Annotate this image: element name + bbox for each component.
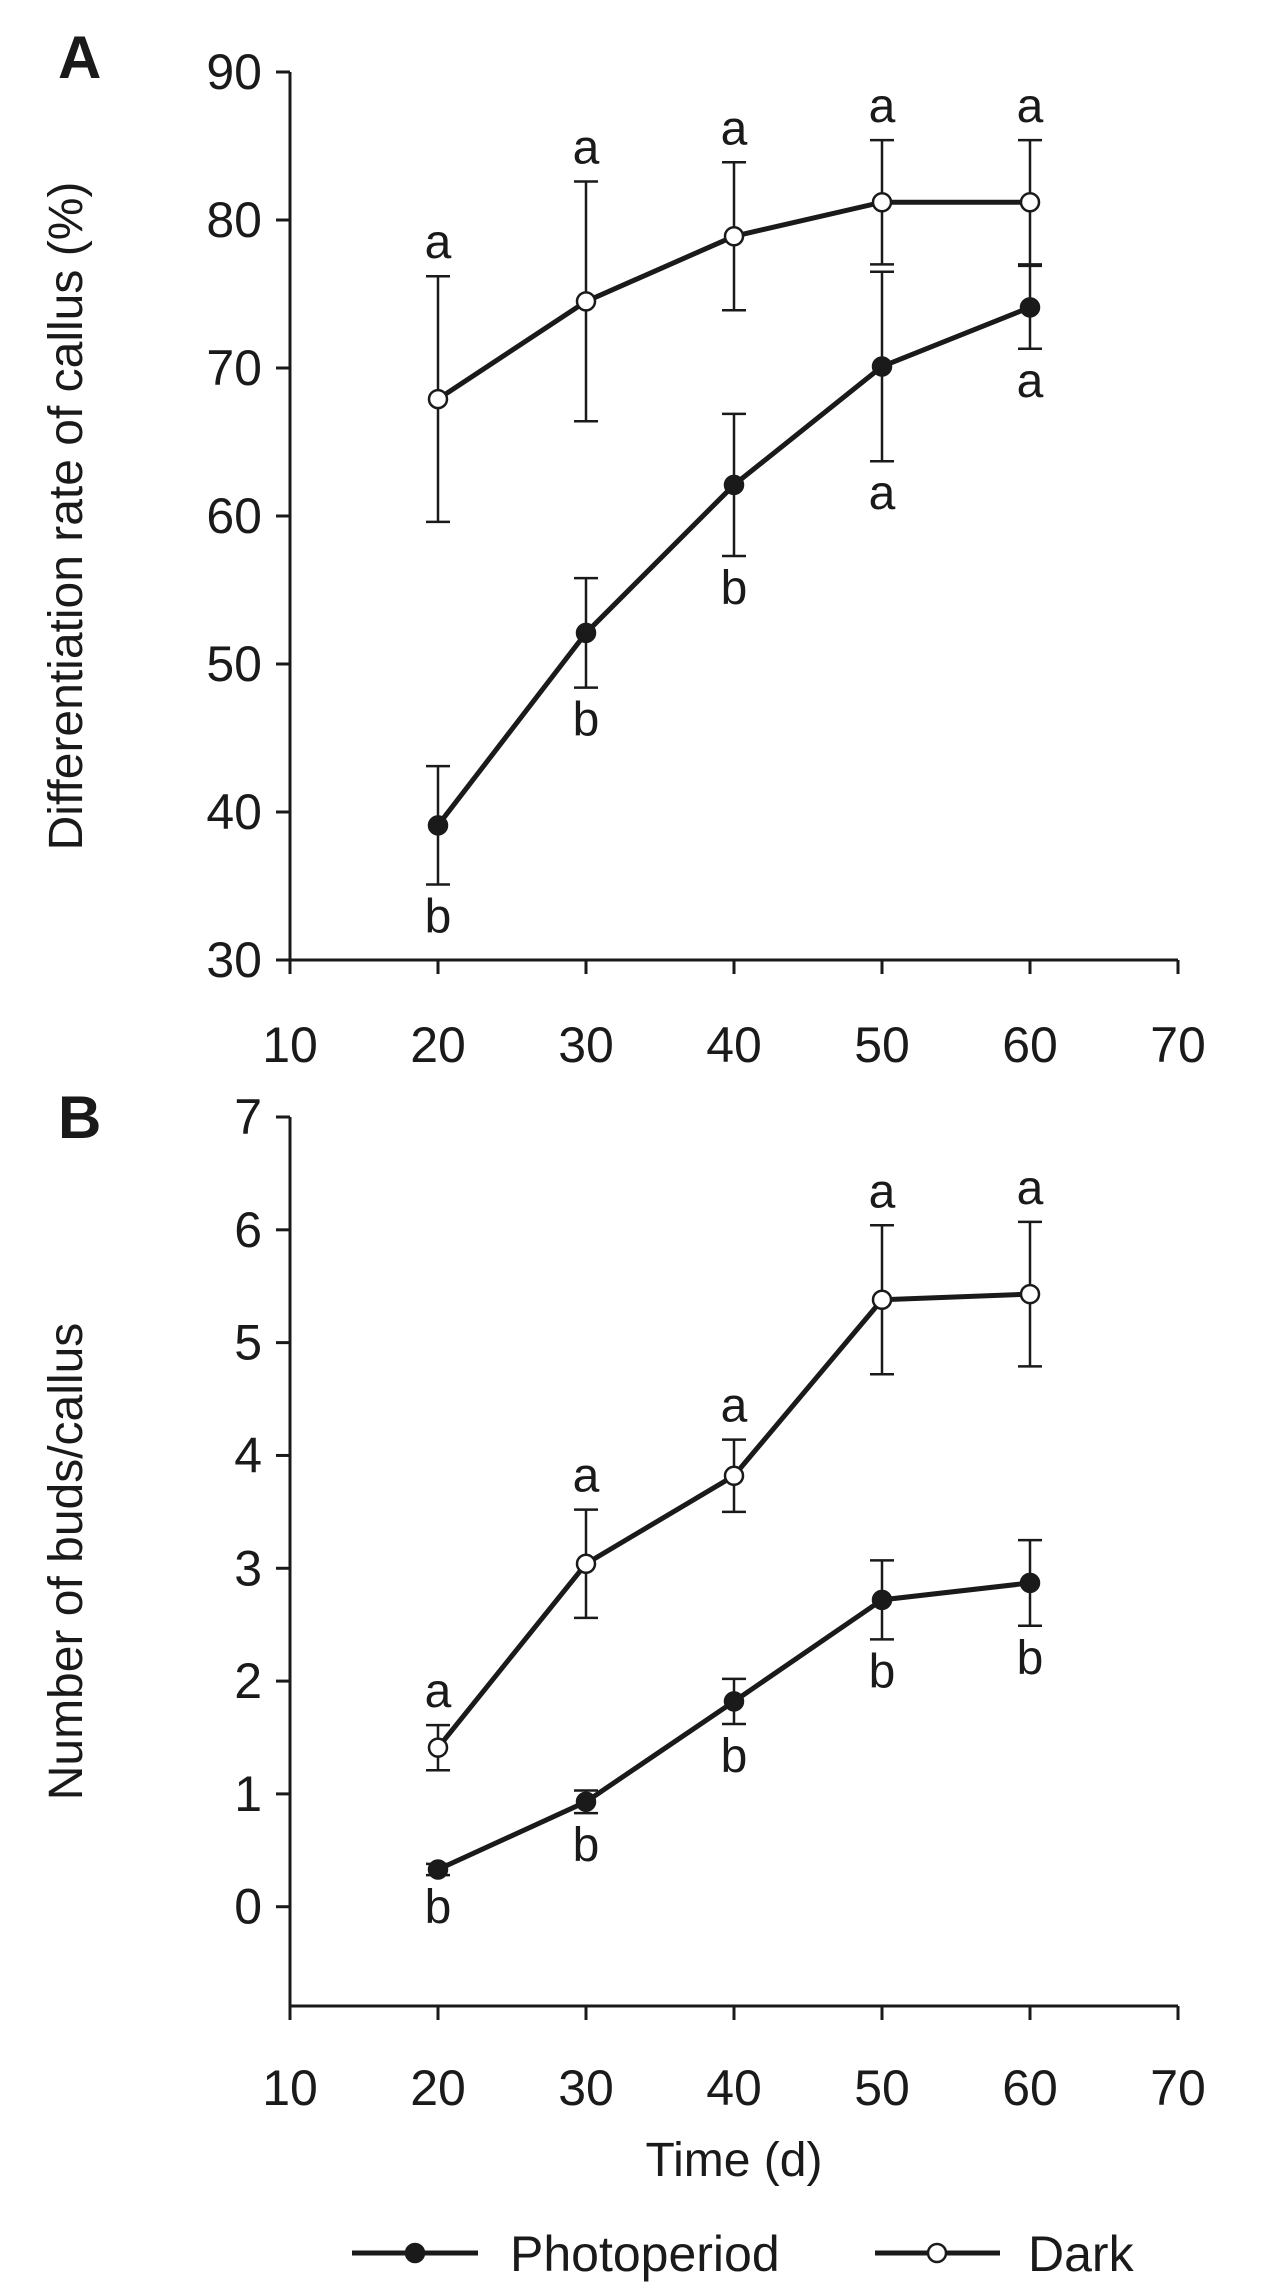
significance-letter-dark: a — [1017, 80, 1044, 133]
significance-letter-photoperiod: b — [425, 891, 452, 944]
x-tick-label: 20 — [410, 1017, 466, 1073]
data-point-photoperiod — [1019, 297, 1041, 318]
significance-letter-dark: a — [425, 216, 452, 269]
significance-letter-photoperiod: b — [869, 1645, 896, 1698]
data-point-photoperiod — [871, 356, 893, 377]
data-point-dark — [1019, 1283, 1041, 1305]
x-tick-label: 60 — [1002, 2060, 1058, 2116]
x-tick-label: 20 — [410, 2060, 466, 2116]
significance-letter-dark: a — [721, 1380, 748, 1433]
significance-letter-dark: a — [721, 102, 748, 155]
y-tick-label: 1 — [234, 1766, 262, 1822]
x-tick-label: 70 — [1150, 2060, 1206, 2116]
x-tick-label: 70 — [1150, 1017, 1206, 1073]
data-point-dark — [723, 226, 745, 247]
data-point-photoperiod — [723, 1691, 745, 1712]
y-tick-label: 70 — [206, 340, 262, 396]
legend: Photoperiod Dark — [352, 2226, 1135, 2282]
significance-letter-photoperiod: a — [1017, 355, 1044, 408]
significance-letter-dark: a — [1017, 1162, 1044, 1215]
y-tick-label: 0 — [234, 1879, 262, 1935]
data-point-photoperiod — [427, 1859, 449, 1880]
y-tick-label: 4 — [234, 1427, 262, 1483]
x-tick-label: 10 — [262, 1017, 318, 1073]
y-tick-label: 60 — [206, 488, 262, 544]
y-tick-label: 50 — [206, 636, 262, 692]
x-tick-label: 40 — [706, 1017, 762, 1073]
data-point-dark — [427, 1737, 449, 1758]
data-point-photoperiod — [1019, 1572, 1041, 1594]
y-tick-label: 6 — [234, 1202, 262, 1258]
x-tick-label: 50 — [854, 1017, 910, 1073]
y-tick-label: 40 — [206, 784, 262, 840]
significance-letter-photoperiod: b — [721, 562, 748, 615]
x-axis-title: Time (d) — [646, 2134, 823, 2187]
y-tick-label: 7 — [234, 1089, 262, 1145]
legend-marker-dark — [926, 2242, 948, 2264]
data-point-dark — [575, 291, 597, 312]
y-axis-title: Number of buds/callus — [40, 1323, 93, 1801]
x-tick-label: 30 — [558, 1017, 614, 1073]
data-point-photoperiod — [575, 622, 597, 644]
data-point-dark — [575, 1553, 597, 1575]
data-point-dark — [723, 1465, 745, 1487]
data-point-dark — [871, 1289, 893, 1311]
significance-letter-dark: a — [869, 80, 896, 133]
significance-letter-dark: a — [573, 122, 600, 175]
panel-a: A 30 40 50 60 70 80 90 10 20 30 40 50 60 70 Differentia… — [40, 24, 1206, 1073]
significance-letter-photoperiod: b — [573, 694, 600, 747]
data-point-dark — [871, 191, 893, 213]
significance-letter-dark: a — [869, 1165, 896, 1218]
x-tick-label: 60 — [1002, 1017, 1058, 1073]
y-tick-label: 5 — [234, 1315, 262, 1371]
legend-marker-photoperiod — [404, 2242, 426, 2264]
significance-letter-photoperiod: b — [1017, 1632, 1044, 1685]
y-tick-label: 3 — [234, 1540, 262, 1596]
panel-b: B 0 1 2 3 4 5 6 7 10 20 30 40 50 60 70 Number of buds/ca… — [40, 1084, 1206, 2187]
x-tick-label: 10 — [262, 2060, 318, 2116]
significance-letter-photoperiod: b — [425, 1881, 452, 1934]
significance-letter-photoperiod: b — [573, 1819, 600, 1872]
significance-letter-photoperiod: b — [721, 1730, 748, 1783]
x-tick-label: 50 — [854, 2060, 910, 2116]
y-tick-label: 2 — [234, 1653, 262, 1709]
panel-letter: B — [58, 1084, 101, 1151]
significance-letter-dark: a — [425, 1665, 452, 1718]
x-tick-label: 30 — [558, 2060, 614, 2116]
data-point-photoperiod — [427, 815, 449, 836]
data-point-photoperiod — [723, 474, 745, 496]
data-point-photoperiod — [575, 1791, 597, 1813]
significance-letter-photoperiod: a — [869, 467, 896, 520]
legend-label-dark: Dark — [1028, 2226, 1135, 2282]
legend-label-photoperiod: Photoperiod — [510, 2226, 780, 2282]
y-axis-title: Differentiation rate of callus (%) — [40, 182, 93, 851]
y-tick-label: 80 — [206, 192, 262, 248]
y-tick-label: 90 — [206, 44, 262, 100]
data-point-dark — [1019, 191, 1041, 213]
panel-letter: A — [58, 24, 101, 91]
data-point-dark — [427, 388, 449, 410]
data-point-photoperiod — [871, 1589, 893, 1611]
significance-letter-dark: a — [573, 1450, 600, 1503]
y-tick-label: 30 — [206, 932, 262, 988]
x-tick-label: 40 — [706, 2060, 762, 2116]
